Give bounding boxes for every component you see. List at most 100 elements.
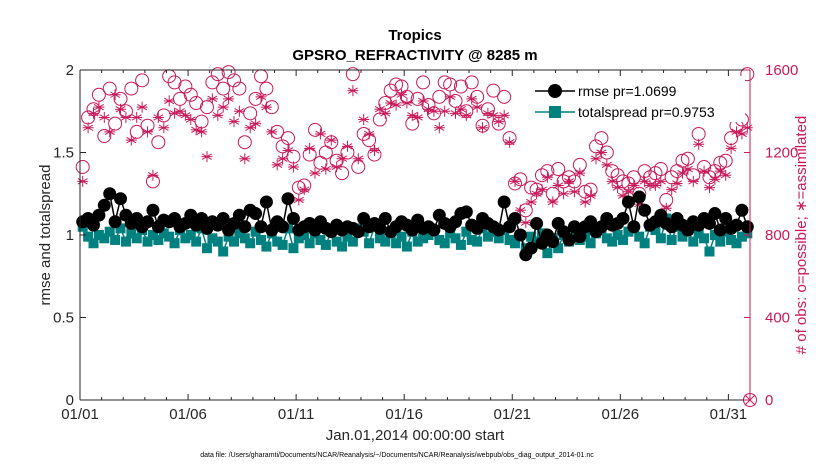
- spread-point: [272, 236, 283, 247]
- obs-assimilated-point: [520, 217, 532, 229]
- spread-point: [699, 233, 710, 244]
- obs-assimilated-point: [212, 109, 224, 121]
- obs-assimilated-point: [190, 124, 202, 136]
- obs-possible-point: [199, 100, 214, 115]
- obs-assimilated-point: [666, 184, 678, 196]
- spread-point: [412, 236, 423, 247]
- obs-assimilated-point: [401, 97, 413, 109]
- obs-assimilated-point: [493, 116, 505, 128]
- axes-group: 01/01 01/06 01/11 01/16 01/21 01/26 01/31 0 0.5 1…: [53, 62, 798, 423]
- obs-assimilated-point: [368, 144, 380, 156]
- obs-possible-point: [486, 83, 501, 98]
- rmse-point: [740, 220, 754, 234]
- obs-assimilated-point: [682, 163, 694, 175]
- spread-point: [742, 228, 753, 239]
- obs-assimilated-point: [660, 202, 672, 214]
- x-tick-label: 01/11: [278, 406, 314, 423]
- obs-assimilated-point: [228, 116, 240, 128]
- obs-assimilated-point: [471, 101, 483, 113]
- spread-point: [158, 228, 169, 239]
- spread-point: [277, 239, 288, 250]
- obs-possible-point: [135, 73, 150, 88]
- rmse-point: [530, 216, 544, 230]
- obs-possible-point: [205, 75, 220, 90]
- rmse-point: [632, 190, 646, 204]
- obs-assimilated-point: [82, 122, 94, 134]
- spread-point: [380, 236, 391, 247]
- y2-tick-label: 800: [765, 227, 790, 244]
- obs-possible-point: [210, 67, 225, 82]
- rmse-point: [459, 205, 473, 219]
- rmse-point: [735, 203, 749, 217]
- x-tick-label: 01/21: [493, 406, 531, 423]
- obs-assimilated-point: [450, 107, 462, 119]
- obs-assimilated-point: [163, 95, 175, 107]
- y-tick-label: 0.5: [53, 310, 74, 327]
- spread-point: [423, 230, 434, 240]
- obs-assimilated-point: [244, 122, 256, 134]
- obs-possible-point: [594, 131, 609, 146]
- obs-assimilated-point: [741, 122, 753, 134]
- obs-assimilated-point: [720, 169, 732, 181]
- spread-point: [482, 231, 493, 242]
- obs-assimilated-point: [736, 128, 748, 140]
- x-axis-label: Jan.01,2014 00:00:00 start: [326, 427, 505, 444]
- obs-possible-point: [259, 81, 274, 96]
- y2-tick-label: 0: [765, 392, 773, 409]
- obs-possible-point: [740, 67, 755, 82]
- legend-rmse-marker: [548, 84, 562, 98]
- rmse-point: [427, 223, 441, 237]
- obs-assimilated-point: [455, 103, 467, 115]
- rmse-point: [621, 195, 635, 209]
- rmse-point: [97, 198, 111, 212]
- obs-assimilated-point: [304, 142, 316, 154]
- obs-possible-point: [653, 162, 668, 176]
- legend-spread-marker: [549, 106, 561, 118]
- spread-point: [374, 233, 385, 244]
- obs-assimilated-point: [633, 198, 645, 210]
- obs-assimilated-point: [158, 122, 170, 134]
- spread-point: [493, 233, 504, 244]
- spread-point: [709, 230, 720, 240]
- obs-possible-point: [248, 91, 263, 106]
- obs-assimilated-point: [223, 93, 235, 105]
- spread-point: [293, 233, 304, 244]
- obs-assimilated-point: [649, 180, 661, 191]
- spread-point: [207, 233, 218, 244]
- obs-possible-point: [308, 122, 323, 137]
- spread-point: [601, 233, 612, 244]
- rmse-point: [103, 187, 117, 201]
- spread-point: [401, 241, 412, 252]
- obs-assimilated-point: [298, 184, 310, 196]
- obs-assimilated-point: [639, 175, 651, 187]
- obs-assimilated-point: [601, 159, 613, 171]
- obs-assimilated-point: [655, 175, 667, 187]
- obs-possible-point: [221, 65, 236, 80]
- rmse-point: [249, 207, 263, 221]
- obs-assimilated-point: [531, 188, 543, 200]
- spread-point: [434, 234, 445, 245]
- obs-assimilated-point: [374, 103, 386, 115]
- obs-assimilated-point: [314, 128, 326, 140]
- obs-possible-point: [189, 96, 204, 110]
- obs-assimilated-point: [206, 93, 218, 105]
- obs-assimilated-point: [444, 91, 456, 103]
- rmse-point: [87, 218, 101, 232]
- obs-series-group: [75, 65, 757, 407]
- obs-assimilated-point: [703, 182, 715, 194]
- spread-point: [396, 231, 407, 242]
- spread-point: [131, 233, 142, 244]
- rmse-point: [627, 220, 641, 234]
- spread-point: [126, 228, 137, 239]
- x-tick-label: 01/06: [169, 406, 207, 423]
- obs-possible-point: [167, 75, 182, 90]
- y2-axis-label: # of obs: o=possible; ∗=assimilated: [793, 116, 810, 355]
- rmse-point: [216, 212, 230, 225]
- rmse-point: [92, 208, 106, 222]
- obs-assimilated-point: [390, 99, 402, 111]
- obs-assimilated-point: [125, 134, 137, 146]
- obs-assimilated-point: [331, 161, 343, 173]
- x-tick-label: 01/31: [710, 406, 748, 423]
- obs-assimilated-point: [309, 167, 321, 179]
